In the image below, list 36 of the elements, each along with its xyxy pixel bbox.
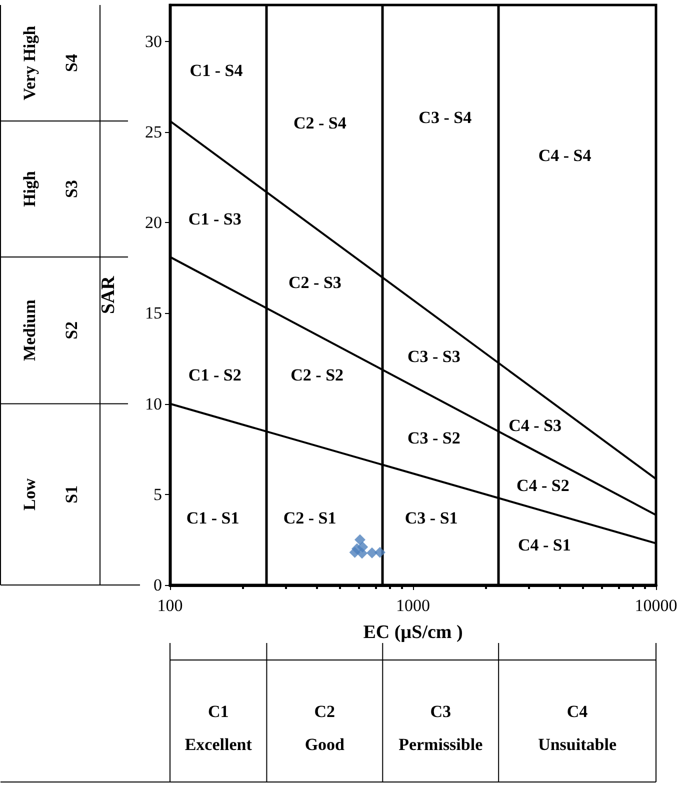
annotation: C1 - S4 [190,60,244,80]
annotation: C2 - S4 [293,113,347,132]
annotation: C2 - S1 [283,508,336,528]
annotation: C1 - S3 [188,209,242,228]
annotation: C4 - S4 [538,146,592,165]
text: C1 Excellent [184,702,252,754]
y-tick-label: 25 [145,122,162,142]
x-tick-label: 10000 [634,596,678,615]
annotation: C4 - S1 [518,536,571,555]
annotation: C3 - S4 [418,108,472,127]
y-tick-label: 20 [145,213,162,232]
x-axis-title: EC (µS/cm ) [363,622,463,643]
text: C4 Unsuitable [538,702,617,754]
y-axis-title: SAR [98,276,119,314]
y-tick-label: 5 [154,484,162,504]
annotation: C3 - S2 [407,428,460,448]
annotation: C2 - S3 [288,272,342,292]
text: High S3 [20,171,81,207]
text: Very High S4 [20,26,81,100]
text: C2 Good [304,702,346,754]
x-tick-label: 1000 [396,596,430,615]
annotation: C1 - S2 [188,365,242,384]
annotation: C1 - S1 [186,508,240,528]
y-tick-label: 15 [145,304,162,323]
annotation: C2 - S2 [290,365,344,384]
text: C3 Permissible [398,702,484,754]
text: Low S1 [20,478,81,510]
y-tick-label: 10 [145,394,162,414]
x-tick-label: 100 [157,596,183,615]
y-tick-label: 30 [145,32,162,51]
annotation: C3 - S3 [407,347,460,366]
annotation: C4 - S3 [508,416,562,435]
text: Medium S2 [20,300,81,362]
annotation: C4 - S2 [516,476,570,495]
annotation: C3 - S1 [404,508,458,528]
y-tick-label: 0 [154,576,162,594]
